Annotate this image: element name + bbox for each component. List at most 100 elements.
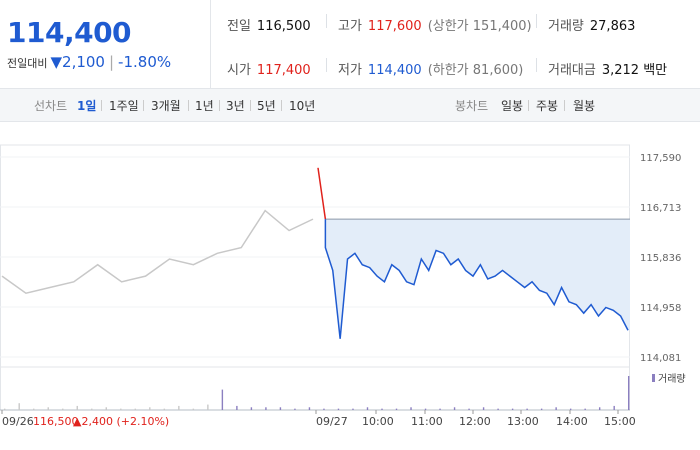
y-axis-ticks: 117,590 116,713 115,836 114,958 114,081 xyxy=(640,153,681,364)
divider xyxy=(536,58,537,72)
high-value: 117,600 xyxy=(367,19,422,34)
open-label: 시가 xyxy=(227,63,251,78)
volume-bar xyxy=(279,407,282,410)
current-price: 114,400 xyxy=(7,16,132,49)
volume-bar xyxy=(18,403,20,410)
volume-bar xyxy=(323,408,325,410)
volume-bar xyxy=(149,407,151,410)
volume-bar xyxy=(526,408,528,410)
period-1y[interactable]: 1년 xyxy=(195,99,214,113)
volume-bar xyxy=(468,408,470,410)
volume-bar xyxy=(439,408,441,410)
stat-low: 저가 114,400 (하한가 81,600) xyxy=(338,59,523,78)
volume-value: 27,863 xyxy=(589,19,636,34)
x-tick-label: 11:00 xyxy=(411,415,443,428)
high-label: 고가 xyxy=(338,19,362,34)
low-label: 저가 xyxy=(338,63,362,78)
chart-toolbar: 선차트 1일 1주일 3개월 1년 3년 5년 10년 봉차트 일봉 주봉 월봉 xyxy=(0,88,700,122)
volume-bar xyxy=(628,376,630,410)
volume-bar xyxy=(91,408,93,410)
period-1d[interactable]: 1일 xyxy=(77,99,97,113)
stat-amount: 거래대금 3,212 백만 xyxy=(548,59,667,78)
volume-bar xyxy=(410,407,412,410)
period-5y[interactable]: 5년 xyxy=(257,99,276,113)
volume-bar xyxy=(265,407,267,410)
divider xyxy=(143,100,144,111)
volume-bar xyxy=(47,407,49,410)
stat-prev-close: 전일 116,500 xyxy=(227,15,311,34)
volume-bar xyxy=(584,408,586,410)
open-value: 117,400 xyxy=(256,63,311,78)
prev-close-label: 전일 xyxy=(227,19,251,34)
volume-bar xyxy=(482,407,485,410)
volume-bar xyxy=(540,408,543,410)
prev-close-value: 116,500 xyxy=(256,19,311,34)
x-tick-label: 12:00 xyxy=(459,415,491,428)
volume-bar xyxy=(207,404,209,410)
volume-bar xyxy=(163,408,166,410)
volume-bar xyxy=(250,407,253,410)
stat-open: 시가 117,400 xyxy=(227,59,311,78)
footer-prev-change: ▲2,400 (+2.10%) xyxy=(73,415,169,428)
y-tick-label: 114,958 xyxy=(640,303,681,314)
volume-bar xyxy=(308,407,311,410)
period-3m[interactable]: 3개월 xyxy=(151,99,181,113)
lower-limit: (하한가 81,600) xyxy=(427,63,524,78)
volume-bar xyxy=(76,405,78,410)
x-tick-label: 09/26 xyxy=(2,415,34,428)
line-chart-label: 선차트 xyxy=(34,99,68,113)
period-10y[interactable]: 10년 xyxy=(289,99,316,113)
y-tick-label: 116,713 xyxy=(640,203,681,214)
divider xyxy=(528,100,529,111)
period-3y[interactable]: 3년 xyxy=(226,99,245,113)
volume-bar xyxy=(236,405,238,410)
volume-bar xyxy=(178,405,180,410)
change-rate: -1.80% xyxy=(118,53,172,71)
volume-bar xyxy=(62,408,64,410)
low-value: 114,400 xyxy=(367,63,422,78)
amount-label: 거래대금 xyxy=(548,63,596,78)
y-tick-label: 115,836 xyxy=(640,253,681,264)
volume-label: 거래량 xyxy=(548,19,584,34)
candle-weekly[interactable]: 주봉 xyxy=(536,99,559,113)
volume-bar xyxy=(294,408,296,410)
price-chart: 117,590 116,713 115,836 114,958 114,081 09/2… xyxy=(0,144,686,428)
change-row: 전일대비 ▼2,100 | -1.80% xyxy=(7,53,171,71)
open-spike-line xyxy=(317,167,327,220)
y-tick-label: 114,081 xyxy=(640,353,681,364)
down-arrow-icon: ▼ xyxy=(50,53,63,71)
x-tick-label: 14:00 xyxy=(556,415,588,428)
volume-bar xyxy=(497,408,499,410)
candle-daily[interactable]: 일봉 xyxy=(501,99,524,113)
prev-day-footer: 116,500 ▲2,400 (+2.10%) xyxy=(33,415,169,428)
prev-day-line xyxy=(1,209,314,295)
period-1w[interactable]: 1주일 xyxy=(109,99,139,113)
volume-bar xyxy=(381,408,383,410)
y-tick-label: 117,590 xyxy=(640,153,681,164)
divider xyxy=(536,14,537,28)
volume-bar xyxy=(569,408,572,410)
change-separator: | xyxy=(108,53,115,71)
divider xyxy=(219,100,220,111)
volume-bar xyxy=(4,408,6,410)
volume-bar xyxy=(192,408,195,410)
change-amount: 2,100 xyxy=(62,53,105,71)
volume-bar xyxy=(555,407,557,410)
volume-bar xyxy=(613,405,615,410)
today-line xyxy=(324,219,629,339)
volume-bar xyxy=(120,408,122,410)
volume-bar xyxy=(337,408,340,410)
divider xyxy=(250,100,251,111)
footer-prev-close: 116,500 xyxy=(33,415,79,428)
volume-bar xyxy=(352,408,354,410)
below-reference-fill xyxy=(325,219,630,339)
candle-monthly[interactable]: 월봉 xyxy=(573,99,596,113)
volume-bar xyxy=(366,407,369,410)
x-axis-ticks: 09/27 10:00 11:00 12:00 13:00 14:00 15:00 09/26 xyxy=(1,410,636,428)
volume-legend-swatch xyxy=(652,374,655,382)
amount-value: 3,212 백만 xyxy=(601,63,668,78)
stats-panel: 전일 116,500 고가 117,600 (상한가 151,400) 거래량 27,8… xyxy=(210,0,700,88)
volume-bar xyxy=(511,408,514,410)
stat-high: 고가 117,600 (상한가 151,400) xyxy=(338,15,532,34)
price-box: 114,400 전일대비 ▼2,100 | -1.80% xyxy=(0,0,211,88)
